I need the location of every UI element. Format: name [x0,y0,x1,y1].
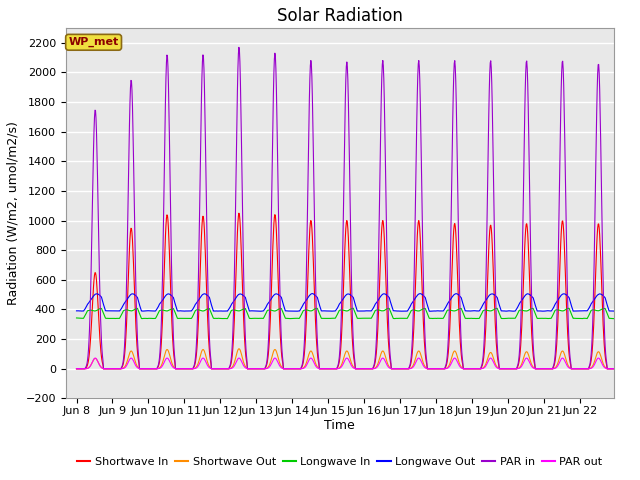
Title: Solar Radiation: Solar Radiation [277,7,403,25]
Y-axis label: Radiation (W/m2, umol/m2/s): Radiation (W/m2, umol/m2/s) [7,121,20,305]
X-axis label: Time: Time [324,419,355,432]
Legend: Shortwave In, Shortwave Out, Longwave In, Longwave Out, PAR in, PAR out: Shortwave In, Shortwave Out, Longwave In… [72,452,607,471]
Text: WP_met: WP_met [68,37,118,48]
